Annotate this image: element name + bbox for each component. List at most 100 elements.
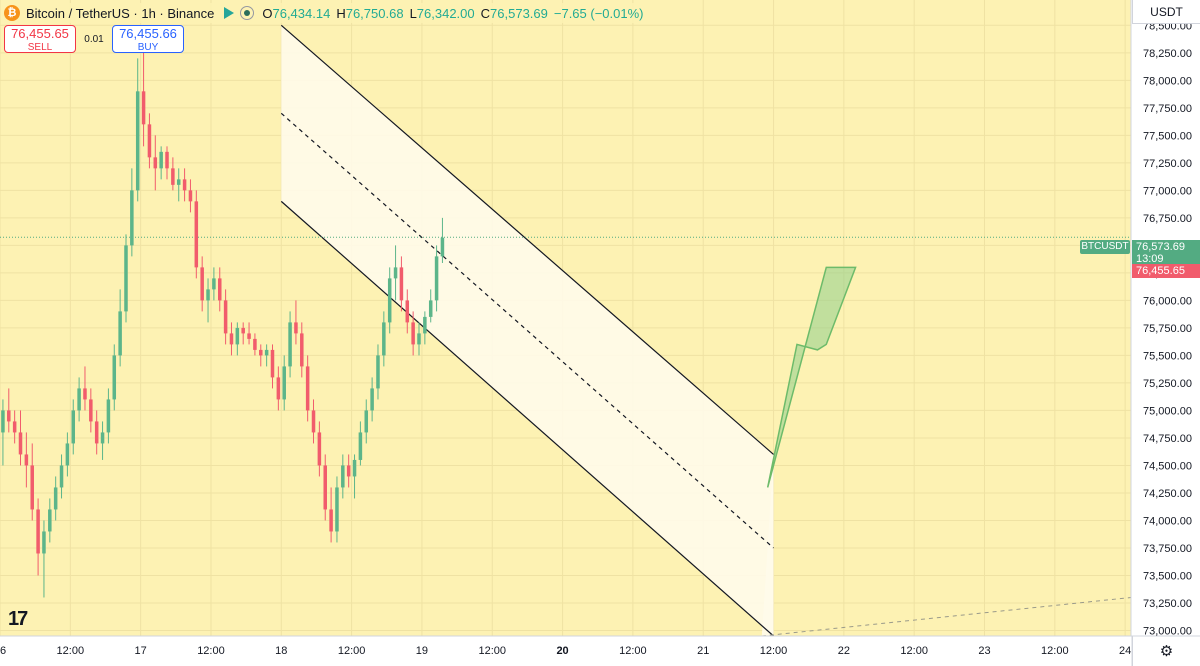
candle-body[interactable] xyxy=(417,333,421,345)
candle-body[interactable] xyxy=(165,151,169,169)
candle-body[interactable] xyxy=(112,355,117,400)
candle-body[interactable] xyxy=(7,410,11,422)
visibility-icon[interactable] xyxy=(240,6,255,20)
channel-lower-line[interactable] xyxy=(280,200,774,637)
candle-body[interactable] xyxy=(382,322,386,356)
candle-body[interactable] xyxy=(370,388,374,411)
candle-body[interactable] xyxy=(18,432,23,455)
candle-body[interactable] xyxy=(42,531,46,554)
open-value: 76,434.14 xyxy=(272,5,331,21)
channel-middle-line[interactable] xyxy=(280,112,774,549)
candle-body[interactable] xyxy=(282,366,286,400)
time-tick-label: 12:00 xyxy=(57,645,85,657)
candle-body[interactable] xyxy=(36,509,40,554)
candle-body[interactable] xyxy=(434,256,439,301)
candle-body[interactable] xyxy=(53,487,58,510)
candle-body[interactable] xyxy=(323,465,327,510)
time-tick-label: 23 xyxy=(978,645,990,657)
candle-body[interactable] xyxy=(294,322,298,334)
candle-body[interactable] xyxy=(300,333,304,367)
candle-body[interactable] xyxy=(352,459,357,477)
channel-upper-line[interactable] xyxy=(280,24,774,455)
candle-body[interactable] xyxy=(12,421,17,433)
candle-body[interactable] xyxy=(212,278,216,290)
candle-body[interactable] xyxy=(311,410,316,433)
candle-body[interactable] xyxy=(428,300,433,317)
candle-body[interactable] xyxy=(335,487,339,532)
candle-body[interactable] xyxy=(206,289,210,301)
candle-body[interactable] xyxy=(135,91,140,191)
time-tick-label: 20 xyxy=(556,645,568,657)
candle-body[interactable] xyxy=(358,432,363,460)
candle-body[interactable] xyxy=(194,201,199,268)
candle-body[interactable] xyxy=(405,300,410,323)
candle-body[interactable] xyxy=(399,267,404,301)
candle-body[interactable] xyxy=(200,267,204,301)
candle-body[interactable] xyxy=(341,465,345,488)
candle-body[interactable] xyxy=(24,454,29,466)
candle-body[interactable] xyxy=(235,327,240,345)
candle-body[interactable] xyxy=(229,333,234,345)
candle-body[interactable] xyxy=(106,399,111,433)
candle-body[interactable] xyxy=(124,245,128,312)
price-tick-label: 78,250.00 xyxy=(1143,48,1192,60)
candle-body[interactable] xyxy=(241,327,245,334)
candle-body[interactable] xyxy=(411,322,415,345)
candle-body[interactable] xyxy=(59,465,64,488)
candle-body[interactable] xyxy=(264,349,269,356)
candle-body[interactable] xyxy=(100,432,105,444)
candle-body[interactable] xyxy=(329,509,333,532)
candle-body[interactable] xyxy=(393,267,398,279)
candle-body[interactable] xyxy=(147,124,152,158)
candle-body[interactable] xyxy=(94,421,99,444)
price-tick-label: 74,750.00 xyxy=(1143,433,1192,445)
candle-body[interactable] xyxy=(387,278,392,323)
candle-body[interactable] xyxy=(153,157,158,169)
candle-body[interactable] xyxy=(305,366,310,411)
candle-body[interactable] xyxy=(130,190,134,246)
candle-body[interactable] xyxy=(346,465,351,477)
candle-body[interactable] xyxy=(364,410,369,433)
candle-body[interactable] xyxy=(276,377,281,400)
candle-body[interactable] xyxy=(270,349,275,378)
time-scale[interactable] xyxy=(0,636,1131,666)
candle-body[interactable] xyxy=(89,399,93,422)
candle-body[interactable] xyxy=(71,410,76,444)
currency-selector[interactable]: USDT xyxy=(1132,0,1200,24)
symbol-title[interactable]: Bitcoin / TetherUS · 1h · Binance xyxy=(26,5,215,21)
candle-body[interactable] xyxy=(188,190,193,202)
sell-button[interactable]: 76,455.65 SELL xyxy=(4,25,76,53)
candle-body[interactable] xyxy=(247,333,251,339)
candle-body[interactable] xyxy=(259,349,263,356)
candle-body[interactable] xyxy=(223,300,228,334)
candle-body[interactable] xyxy=(159,151,163,169)
tradingview-logo-icon[interactable]: 17 xyxy=(8,608,28,630)
candle-body[interactable] xyxy=(48,509,52,532)
candle-body[interactable] xyxy=(253,338,257,350)
candle-body[interactable] xyxy=(317,432,322,466)
candle-body[interactable] xyxy=(288,322,292,367)
candle-body[interactable] xyxy=(141,91,146,125)
green-arrow-drawing[interactable] xyxy=(766,266,857,488)
gear-icon[interactable]: ⚙ xyxy=(1132,636,1200,666)
price-tick-label: 73,000.00 xyxy=(1143,625,1192,637)
candle-body[interactable] xyxy=(182,179,187,191)
candle-body[interactable] xyxy=(30,465,34,510)
buy-button[interactable]: 76,455.66 BUY xyxy=(112,25,184,53)
candle-body[interactable] xyxy=(77,388,81,411)
candle-body[interactable] xyxy=(65,443,70,466)
candle-body[interactable] xyxy=(440,237,445,257)
candle-body[interactable] xyxy=(1,410,5,433)
candle-body[interactable] xyxy=(171,168,175,185)
candle-body[interactable] xyxy=(83,388,87,400)
flag-icon[interactable] xyxy=(224,7,235,19)
candle-body[interactable] xyxy=(376,355,380,389)
candle-body[interactable] xyxy=(118,311,122,356)
projection-dashed-line[interactable] xyxy=(761,596,1132,637)
price-scale[interactable] xyxy=(1131,0,1200,666)
candle-body[interactable] xyxy=(176,179,181,185)
candle-body[interactable] xyxy=(423,316,427,334)
candle-body[interactable] xyxy=(217,278,222,301)
